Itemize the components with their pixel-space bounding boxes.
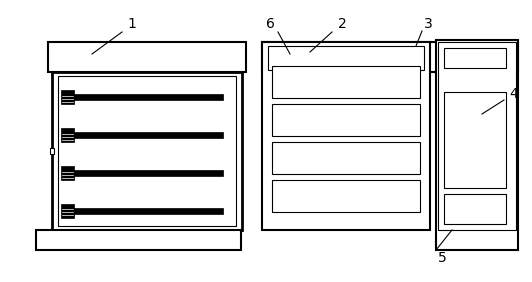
- Bar: [61, 128, 74, 142]
- Bar: [444, 92, 506, 188]
- Text: 5: 5: [438, 251, 446, 265]
- Bar: [73, 132, 223, 138]
- Bar: [268, 46, 424, 70]
- Bar: [50, 148, 54, 154]
- Text: 2: 2: [338, 17, 346, 31]
- Bar: [262, 42, 430, 230]
- Bar: [61, 166, 74, 180]
- Text: 6: 6: [265, 17, 275, 31]
- Bar: [272, 66, 420, 98]
- Bar: [36, 230, 241, 250]
- Bar: [48, 42, 246, 72]
- Bar: [58, 76, 236, 226]
- Text: 1: 1: [128, 17, 136, 31]
- Bar: [272, 104, 420, 136]
- Bar: [272, 142, 420, 174]
- Bar: [73, 208, 223, 214]
- Bar: [61, 90, 74, 104]
- Bar: [272, 180, 420, 212]
- Bar: [262, 42, 518, 72]
- Bar: [73, 94, 223, 100]
- Text: 4: 4: [510, 87, 518, 101]
- Bar: [444, 48, 506, 68]
- Bar: [436, 40, 518, 250]
- Bar: [438, 42, 516, 230]
- Text: 3: 3: [423, 17, 433, 31]
- Bar: [61, 204, 74, 218]
- Bar: [73, 170, 223, 176]
- Bar: [444, 194, 506, 224]
- Bar: [52, 72, 242, 230]
